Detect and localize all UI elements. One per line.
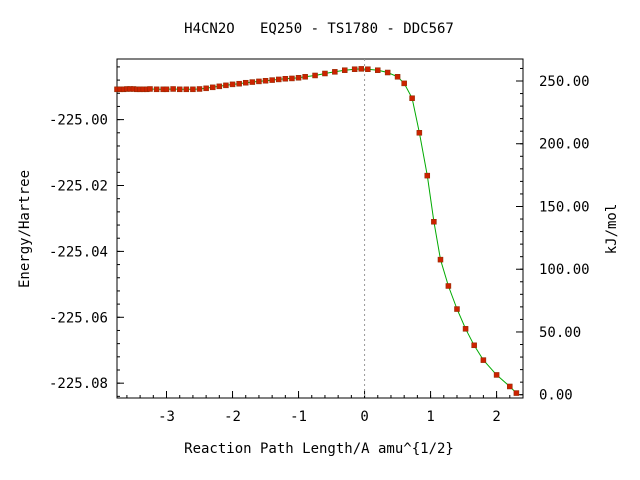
data-point	[216, 83, 223, 90]
x-tick-label: -3	[158, 409, 175, 425]
y-tick-label-right: 0.00	[539, 388, 573, 404]
data-point	[409, 95, 415, 101]
x-tick-label: -1	[290, 409, 307, 425]
y-tick-label-left: -225.02	[49, 179, 108, 195]
data-point	[289, 75, 295, 82]
data-point	[471, 342, 477, 349]
data-point	[332, 69, 338, 75]
data-point	[358, 66, 365, 72]
data-point	[249, 79, 256, 85]
data-point	[275, 76, 282, 83]
data-point	[394, 74, 401, 80]
plot-area: -3 -2 -1 0 1 2 -225.08 -225.06 -225.04 -225.02 -22…	[49, 58, 590, 425]
data-point	[507, 383, 513, 390]
data-point	[183, 86, 190, 93]
data-point	[176, 86, 183, 93]
y-tick-label-right: 150.00	[539, 199, 590, 215]
data-point	[365, 66, 371, 72]
data-point	[462, 326, 469, 332]
data-point	[431, 218, 437, 225]
data-point	[163, 86, 170, 93]
data-point	[147, 86, 153, 92]
data-point	[269, 77, 275, 83]
data-point	[480, 357, 487, 363]
y-tick-label-right: 100.00	[539, 262, 590, 278]
data-point	[375, 67, 381, 73]
x-axis-label: Reaction Path Length/A amu^{1/2}	[184, 441, 454, 457]
y-tick-label-left: -225.06	[49, 310, 108, 326]
x-tick-label: 2	[492, 409, 500, 425]
y-axis-label-left: Energy/Hartree	[17, 170, 33, 288]
data-point	[229, 81, 236, 88]
data-point	[209, 84, 216, 91]
x-tick-label: 0	[360, 409, 368, 425]
y-tick-label-right: 50.00	[539, 325, 581, 341]
data-point	[401, 80, 407, 87]
y-tick-label-left: -225.08	[49, 376, 108, 392]
data-point	[203, 85, 209, 92]
data-point	[416, 130, 423, 136]
data-point	[513, 390, 520, 396]
data-point	[262, 77, 269, 84]
y-tick-label-left: -225.00	[49, 113, 108, 129]
data-point	[282, 76, 289, 82]
data-point	[242, 79, 249, 86]
data-point	[196, 86, 203, 92]
x-tick-label: 1	[426, 409, 434, 425]
chart-title: H4CN2O EQ250 - TS1780 - DDC567	[184, 21, 454, 37]
data-point	[223, 82, 229, 89]
data-point	[445, 283, 452, 289]
data-point	[190, 86, 196, 93]
data-point	[437, 256, 444, 263]
data-point	[493, 372, 500, 378]
data-point	[256, 78, 262, 85]
y-axis-label-right: kJ/mol	[604, 204, 620, 255]
data-point	[170, 86, 176, 92]
y-tick-label-right: 250.00	[539, 74, 590, 90]
plot-frame	[116, 58, 524, 399]
y-tick-label-left: -225.04	[49, 244, 108, 260]
x-tick-label: -2	[224, 409, 241, 425]
energy-curve-line	[117, 68, 517, 394]
data-point	[322, 70, 328, 77]
y-tick-label-right: 200.00	[539, 137, 590, 153]
data-point	[384, 69, 391, 76]
data-point	[312, 72, 318, 79]
data-point	[454, 306, 460, 312]
data-point	[342, 67, 348, 73]
data-point	[351, 66, 358, 72]
data-point	[236, 80, 242, 87]
data-point	[302, 74, 308, 80]
data-point	[295, 75, 302, 81]
data-point	[424, 172, 431, 179]
data-point	[153, 86, 160, 93]
